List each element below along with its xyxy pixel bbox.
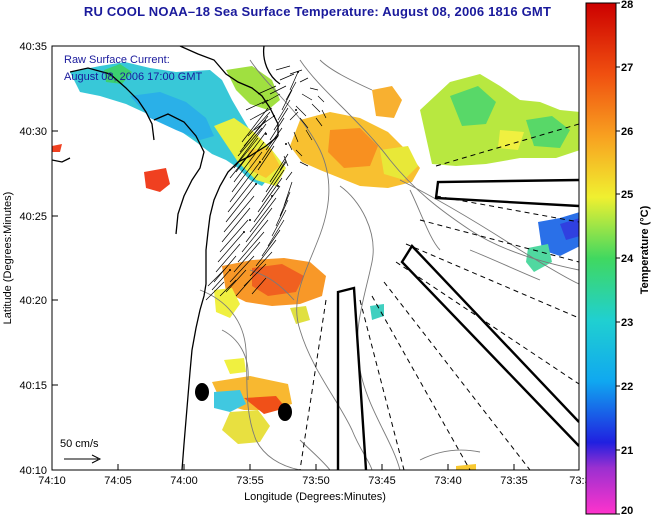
x-tick-label: 74:05 xyxy=(104,475,132,487)
y-tick-label: 40:20 xyxy=(19,295,47,307)
tick-marks xyxy=(51,45,515,471)
current-label-line2: August 08, 2006 17:00 GMT xyxy=(64,71,202,83)
colorbar-tick: 26 xyxy=(621,126,633,138)
x-tick-label: 73:50 xyxy=(302,475,330,487)
y-axis-label: Latitude (Degrees:Minutes) xyxy=(2,192,14,325)
colorbar-tick: 20 xyxy=(621,505,633,517)
current-arrowheads xyxy=(229,71,299,271)
x-tick-label: 74:10 xyxy=(38,475,66,487)
sst-patches xyxy=(52,62,579,470)
x-tick-label: 74:00 xyxy=(170,475,198,487)
y-tick-label: 40:25 xyxy=(19,211,47,223)
x-tick-label: 73:45 xyxy=(368,475,396,487)
y-tick-label: 40:30 xyxy=(19,126,47,138)
colorbar-label: Temperature (°C) xyxy=(639,205,651,294)
marker-west xyxy=(195,383,209,401)
dashed-lanes xyxy=(299,123,579,470)
scale-arrow xyxy=(64,454,102,464)
colorbar-tick: 21 xyxy=(621,445,633,457)
x-tick-label: 73:40 xyxy=(434,475,462,487)
y-tick-label: 40:15 xyxy=(19,380,47,392)
x-tick-labels: 74:10 74:05 74:00 73:55 73:50 73:45 73:4… xyxy=(38,475,590,487)
scale-label: 50 cm/s xyxy=(60,438,99,450)
y-tick-label: 40:35 xyxy=(19,41,47,53)
y-tick-labels: 40:35 40:30 40:25 40:20 40:15 40:10 xyxy=(19,41,47,477)
colorbar-tick: 22 xyxy=(621,381,633,393)
y-tick-label: 40:10 xyxy=(19,465,47,477)
x-tick-label: 73:35 xyxy=(500,475,528,487)
plot-area xyxy=(52,46,579,470)
x-axis-label: Longitude (Degrees:Minutes) xyxy=(244,491,386,503)
colorbar-tick: 23 xyxy=(621,317,633,329)
colorbar-tick: 28 xyxy=(621,0,633,11)
colorbar-tick: 27 xyxy=(621,62,633,74)
current-vectors xyxy=(205,65,327,301)
colorbar-gradient xyxy=(585,2,617,515)
bathymetry-contours xyxy=(199,59,579,470)
x-tick-label: 73:55 xyxy=(236,475,264,487)
map-title: RU COOL NOAA–18 Sea Surface Temperature:… xyxy=(83,4,552,19)
colorbar-tick: 24 xyxy=(621,253,634,265)
colorbar-tick: 25 xyxy=(621,189,633,201)
x-tick-label: 73:3 xyxy=(569,475,590,487)
marker-east xyxy=(278,403,292,421)
current-label-line1: Raw Surface Current: xyxy=(64,54,170,66)
colorbar: 28 27 26 25 24 23 22 21 20 Temperature (… xyxy=(585,0,651,517)
channel-outlines xyxy=(336,178,579,470)
